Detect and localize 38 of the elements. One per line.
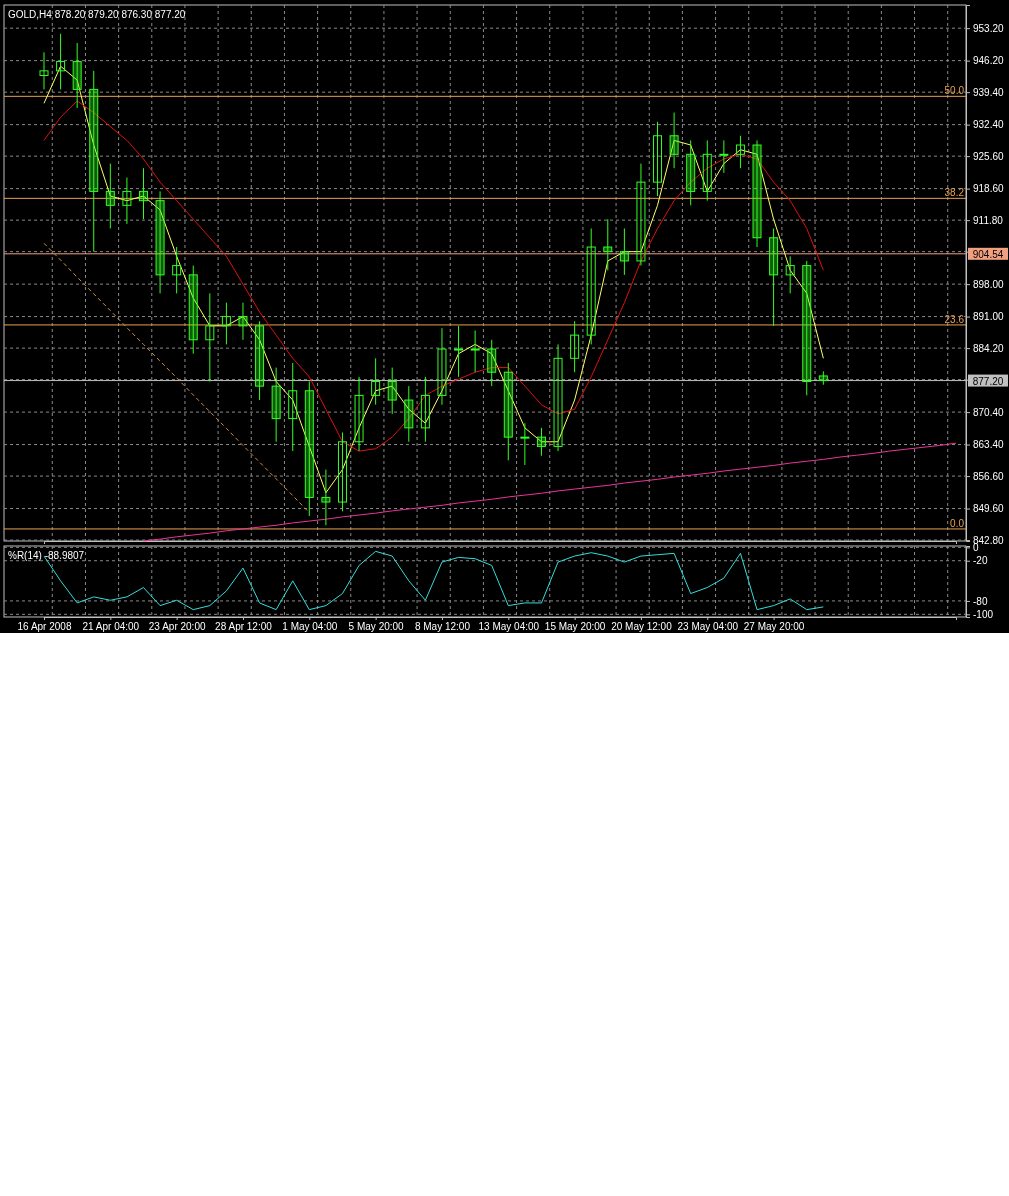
x-tick-label: 23 Apr 20:00 — [148, 621, 206, 633]
chart-title: GOLD,H4 878.20 879.20 876.30 877.20 — [8, 9, 186, 20]
y-tick-label: 946.20 — [973, 55, 1005, 67]
ref-line-label: 877.20 — [972, 375, 1004, 387]
y-tick-label: 918.60 — [973, 183, 1005, 195]
x-tick-label: 28 Apr 12:00 — [215, 621, 273, 633]
y-tick-label: 856.60 — [973, 470, 1005, 482]
y-tick-label: 932.40 — [973, 119, 1005, 131]
x-tick-label: 27 May 20:00 — [743, 621, 805, 633]
x-tick-label: 16 Apr 2008 — [17, 621, 72, 633]
y-tick-label: -80 — [973, 595, 988, 607]
x-tick-label: 21 Apr 04:00 — [82, 621, 140, 633]
x-tick-label: 1 May 04:00 — [282, 621, 338, 633]
x-tick-label: 23 May 04:00 — [677, 621, 739, 633]
y-tick-label: -20 — [973, 555, 988, 567]
y-tick-label: -100 — [973, 609, 994, 621]
y-tick-label: 884.20 — [973, 342, 1005, 354]
x-tick-label: 8 May 12:00 — [414, 621, 471, 633]
x-tick-label: 5 May 20:00 — [348, 621, 405, 633]
annotation: 0.0 — [950, 517, 965, 529]
x-tick-label: 13 May 04:00 — [478, 621, 540, 633]
y-tick-label: 863.40 — [973, 439, 1005, 451]
x-tick-label: 15 May 20:00 — [544, 621, 606, 633]
y-tick-label: 911.80 — [973, 214, 1004, 226]
y-tick-label: 0 — [973, 542, 979, 554]
y-tick-label: 953.20 — [973, 22, 1005, 34]
annotation: 23.6 — [944, 313, 965, 325]
y-tick-label: 849.60 — [973, 503, 1005, 515]
annotation: 50.0 — [944, 85, 965, 97]
y-tick-label: 891.00 — [973, 311, 1005, 323]
y-tick-label: 870.40 — [973, 406, 1005, 418]
annotation: 38.2 — [944, 187, 965, 199]
x-tick-label: 20 May 12:00 — [611, 621, 673, 633]
chart-title: %R(14) -88.9807 — [8, 550, 85, 561]
y-tick-label: 898.00 — [973, 278, 1005, 290]
y-tick-label: 939.40 — [973, 86, 1005, 98]
y-tick-label: 925.60 — [973, 150, 1005, 162]
ref-line-label: 904.54 — [972, 248, 1004, 260]
